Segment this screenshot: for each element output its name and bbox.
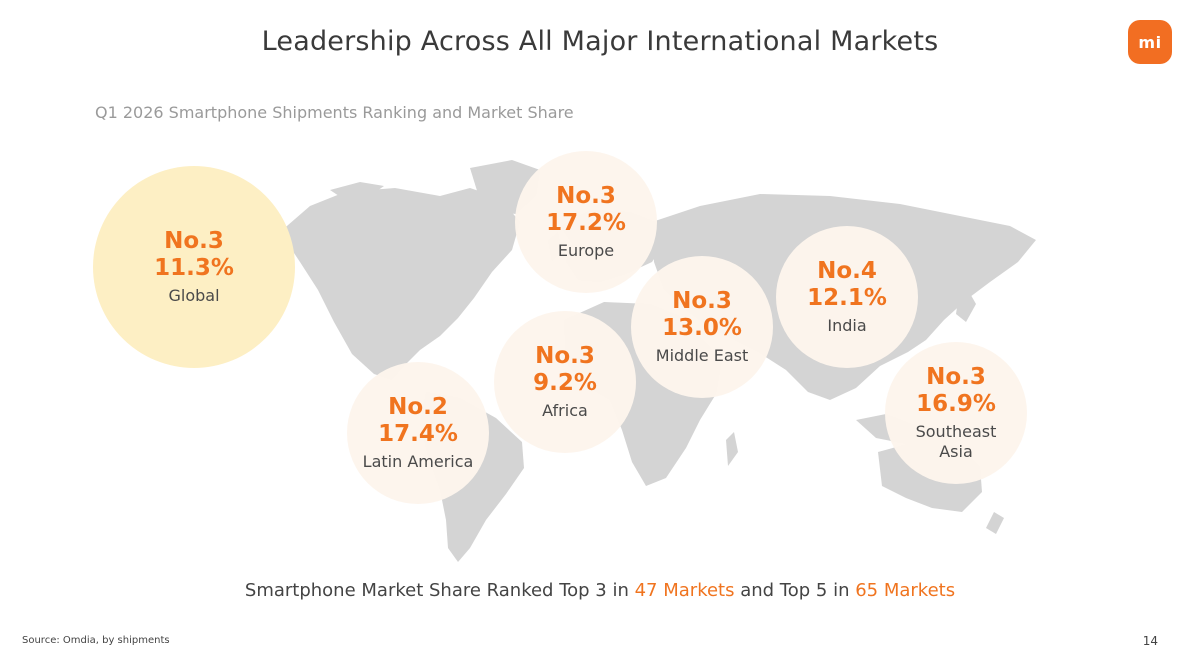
market-bubble-southeast-asia: No.3 16.9% Southeast Asia [885, 342, 1027, 484]
region-label: Southeast Asia [915, 422, 997, 462]
rank-label: No.3 [164, 227, 224, 254]
rank-label: No.3 [672, 287, 732, 314]
market-share-value: 12.1% [807, 285, 887, 311]
market-bubble-europe: No.3 17.2% Europe [515, 151, 657, 293]
summary-statement: Smartphone Market Share Ranked Top 3 in … [0, 580, 1200, 601]
region-label: Global [168, 286, 220, 306]
region-label: Europe [557, 241, 615, 261]
region-label: Africa [542, 401, 588, 421]
page-title: Leadership Across All Major Internationa… [261, 26, 939, 57]
arctic-islands-shape [330, 182, 384, 198]
market-bubble-africa: No.3 9.2% Africa [494, 311, 636, 453]
top3-markets-count: 47 Markets [634, 580, 735, 601]
rank-label: No.3 [556, 182, 616, 209]
market-share-value: 16.9% [916, 391, 996, 417]
rank-label: No.3 [535, 342, 595, 369]
rank-label: No.4 [817, 257, 877, 284]
madagascar-shape [726, 432, 738, 466]
summary-text: and Top 5 in [734, 580, 856, 601]
market-bubble-india: No.4 12.1% India [776, 226, 918, 368]
market-bubble-latin-america: No.2 17.4% Latin America [347, 362, 489, 504]
market-share-value: 17.4% [378, 421, 458, 447]
new-zealand-shape [986, 512, 1004, 534]
market-bubble-middle-east: No.3 13.0% Middle East [631, 256, 773, 398]
rank-label: No.2 [388, 393, 448, 420]
rank-label: No.3 [926, 363, 986, 390]
market-share-value: 11.3% [154, 255, 234, 281]
summary-text: Smartphone Market Share Ranked Top 3 in [244, 580, 635, 601]
market-share-value: 17.2% [546, 210, 626, 236]
region-label: India [827, 316, 867, 336]
region-label: Middle East [655, 346, 749, 366]
north-america-shape [280, 188, 520, 380]
chart-subtitle: Q1 2026 Smartphone Shipments Ranking and… [95, 103, 574, 122]
source-note: Source: Omdia, by shipments [22, 635, 170, 646]
market-share-value: 9.2% [533, 370, 597, 396]
brand-logo: mi [1128, 20, 1172, 64]
top5-markets-count: 65 Markets [855, 580, 956, 601]
page-number: 14 [1142, 634, 1158, 648]
japan-shape [956, 290, 976, 322]
market-share-value: 13.0% [662, 315, 742, 341]
market-bubble-global: No.3 11.3% Global [93, 166, 295, 368]
region-label: Latin America [362, 452, 474, 472]
